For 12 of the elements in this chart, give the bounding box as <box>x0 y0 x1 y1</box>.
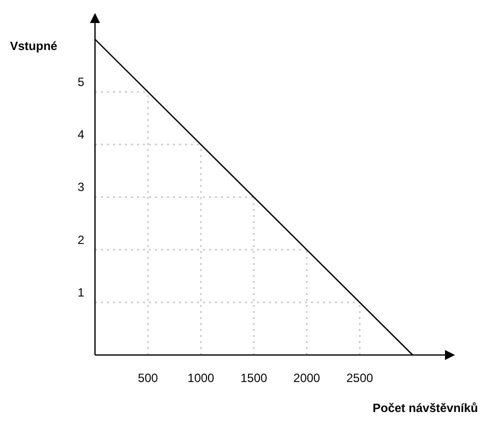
y-tick-label: 5 <box>78 74 85 89</box>
y-tick-label: 4 <box>78 128 85 142</box>
y-tick-label: 2 <box>78 232 85 247</box>
x-tick-label: 1500 <box>240 371 268 385</box>
y-tick-label: 3 <box>78 180 85 194</box>
y-tick-label: 1 <box>78 285 85 300</box>
x-tick-label: 2500 <box>346 371 374 385</box>
x-tick-label: 1000 <box>188 371 215 385</box>
x-axis-title: Počet návštěvníků <box>372 401 478 415</box>
x-tick-label: 2000 <box>293 371 320 385</box>
y-axis-title: Vstupné <box>10 39 58 53</box>
x-tick-label: 500 <box>138 371 158 385</box>
